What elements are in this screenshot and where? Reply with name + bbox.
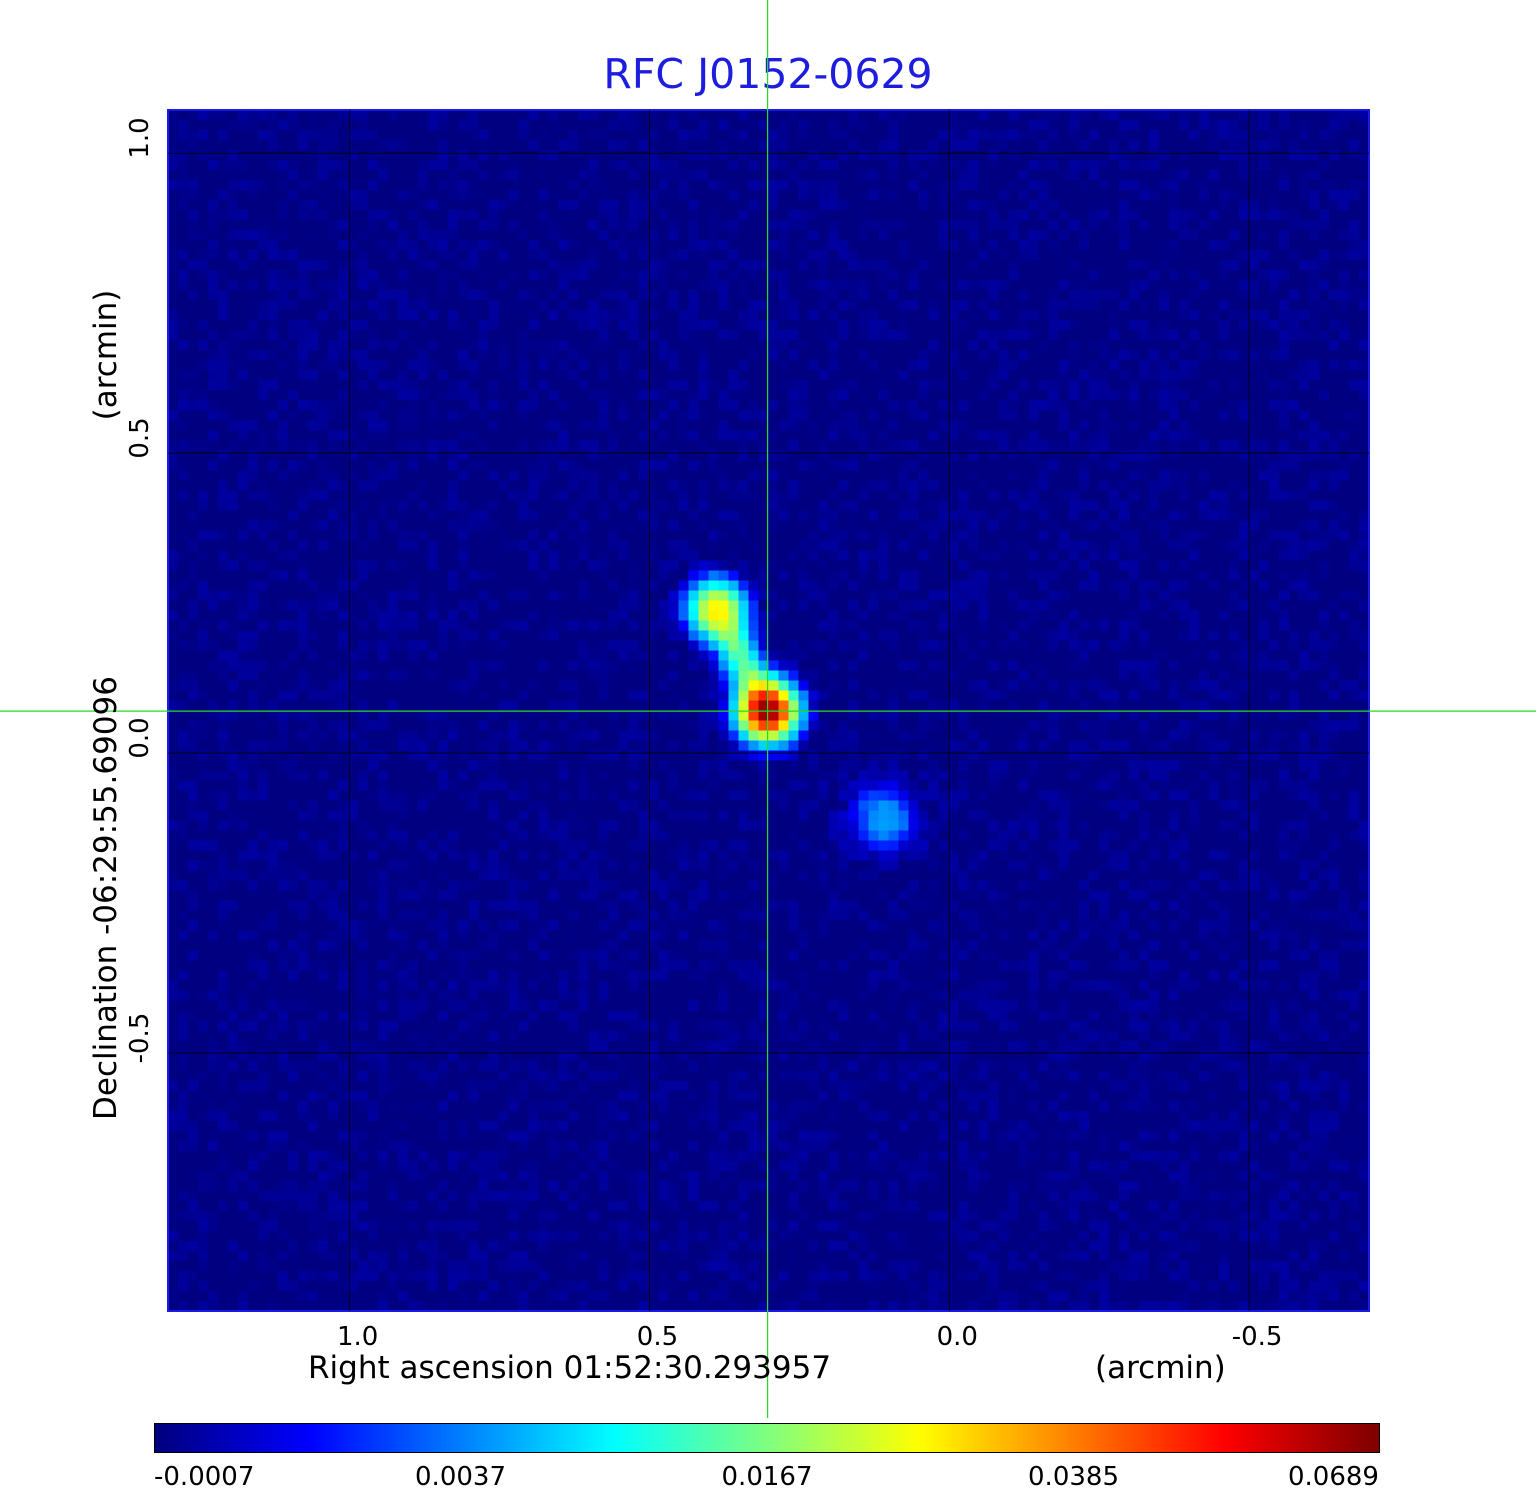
colorbar-tick-label: -0.0007 [154, 1462, 255, 1492]
y-tick-label: 1.0 [125, 117, 155, 159]
y-tick-label: -0.5 [125, 1012, 155, 1064]
y-tick-label: 0.5 [125, 417, 155, 459]
colorbar [154, 1423, 1380, 1453]
colorbar-tick-label: 0.0385 [1028, 1462, 1119, 1492]
x-axis-label: Right ascension 01:52:30.293957 [308, 1350, 832, 1386]
colorbar-tick-label: 0.0689 [1288, 1462, 1379, 1492]
x-axis-unit: (arcmin) [1095, 1350, 1226, 1386]
x-tick-label: 0.5 [636, 1322, 679, 1352]
colorbar-tick-label: 0.0037 [415, 1462, 506, 1492]
y-tick-label: 0.0 [125, 717, 155, 759]
x-tick-label: 1.0 [336, 1322, 379, 1352]
x-tick-label: 0.0 [936, 1322, 978, 1352]
y-axis-unit: (arcmin) [88, 289, 124, 421]
x-tick-label: -0.5 [1231, 1322, 1283, 1352]
colorbar-tick-label: 0.0167 [721, 1462, 813, 1492]
y-axis-label: Declination -06:29:55.69096 [88, 676, 124, 1120]
